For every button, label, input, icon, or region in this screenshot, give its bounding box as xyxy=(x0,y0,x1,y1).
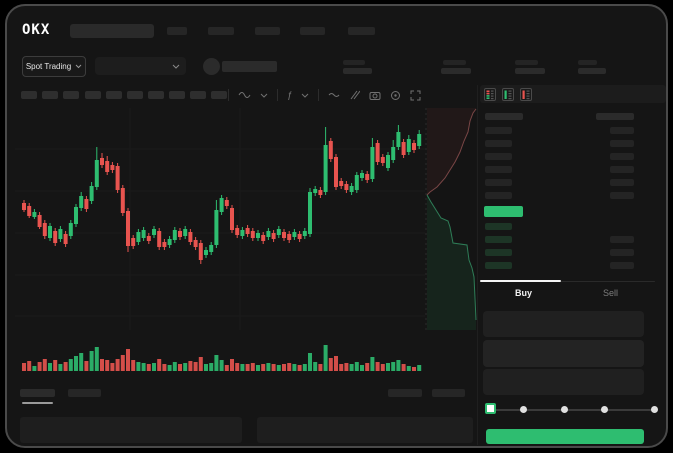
slider-step-dot[interactable] xyxy=(520,406,527,413)
orderbook-asks-view-icon[interactable] xyxy=(520,88,532,101)
market-type-label: Spot Trading xyxy=(25,62,72,71)
nav-item-placeholder[interactable] xyxy=(208,27,234,35)
ask-price-placeholder xyxy=(485,179,512,186)
ticker-stat-label-placeholder xyxy=(578,60,597,65)
ticker-stat-value-placeholder xyxy=(578,68,606,74)
bid-price-placeholder xyxy=(485,249,512,256)
active-tab-underline xyxy=(22,402,53,404)
nav-item-placeholder[interactable] xyxy=(167,27,187,35)
ask-price-placeholder xyxy=(485,192,512,199)
bid-size-placeholder xyxy=(610,236,634,243)
timeframe-button-placeholder[interactable] xyxy=(127,91,143,99)
app-canvas: OKX Spot Trading ƒ xyxy=(5,4,668,448)
ask-size-placeholder xyxy=(610,153,634,160)
panel-divider xyxy=(477,85,478,445)
order-submit-button[interactable] xyxy=(486,429,644,444)
slider-step-dot[interactable] xyxy=(561,406,568,413)
ticker-stat-value-placeholder xyxy=(343,68,372,74)
candlestick-chart[interactable] xyxy=(5,4,668,448)
ticker-stat-label-placeholder xyxy=(343,60,365,65)
orderbook-bids-view-icon[interactable] xyxy=(502,88,514,101)
timeframe-button-placeholder[interactable] xyxy=(42,91,58,99)
draw-tools-icon[interactable] xyxy=(349,90,361,100)
app-window: OKX Spot Trading ƒ xyxy=(5,4,668,448)
open-orders-panel-placeholder xyxy=(20,417,242,443)
nav-item-placeholder[interactable] xyxy=(348,27,375,35)
nav-item-placeholder[interactable] xyxy=(300,27,325,35)
chevron-down-icon xyxy=(75,64,82,69)
tab-buy-label: Buy xyxy=(514,288,532,298)
ticker-stat-label-placeholder xyxy=(515,60,538,65)
timeframe-button-placeholder[interactable] xyxy=(190,91,206,99)
slider-step-dot[interactable] xyxy=(601,406,608,413)
ask-size-placeholder xyxy=(610,140,634,147)
header-balance-placeholder xyxy=(222,61,277,72)
order-amount-input-placeholder[interactable] xyxy=(483,340,644,367)
ask-price-placeholder xyxy=(485,140,512,147)
ask-price-placeholder xyxy=(485,127,512,134)
bid-size-placeholder xyxy=(610,249,634,256)
chart-type-icon[interactable] xyxy=(238,90,251,100)
ticker-stat-value-placeholder xyxy=(441,68,471,74)
pair-selector-dropdown[interactable] xyxy=(95,57,186,75)
tab-sell-label: Sell xyxy=(602,288,618,298)
order-price-input-placeholder[interactable] xyxy=(483,311,644,337)
open-orders-panel-placeholder xyxy=(257,417,473,443)
nav-market-placeholder[interactable] xyxy=(70,24,154,38)
bid-price-placeholder xyxy=(485,262,512,269)
timeframe-button-placeholder[interactable] xyxy=(211,91,227,99)
orders-tab-placeholder[interactable] xyxy=(68,389,101,397)
slider-handle[interactable] xyxy=(485,403,496,414)
user-avatar-placeholder[interactable] xyxy=(203,58,220,75)
orderbook-view-modes xyxy=(484,88,532,101)
timeframe-button-placeholder[interactable] xyxy=(63,91,79,99)
nav-item-placeholder[interactable] xyxy=(255,27,280,35)
fullscreen-icon[interactable] xyxy=(410,90,421,101)
slider-step-dot[interactable] xyxy=(651,406,658,413)
orders-action-placeholder[interactable] xyxy=(432,389,465,397)
tab-divider xyxy=(480,281,655,282)
orderbook-header-placeholder xyxy=(485,113,523,120)
tab-sell[interactable]: Sell xyxy=(567,282,654,304)
chart-toolbar: ƒ xyxy=(228,88,421,102)
active-tab-indicator xyxy=(480,280,561,282)
ticker-stat-value-placeholder xyxy=(515,68,545,74)
last-price-bar[interactable] xyxy=(484,206,523,217)
ask-size-placeholder xyxy=(610,179,634,186)
chevron-down-icon[interactable] xyxy=(260,93,268,98)
ask-price-placeholder xyxy=(485,166,512,173)
orderbook-both-view-icon[interactable] xyxy=(484,88,496,101)
alerts-icon[interactable] xyxy=(390,90,401,101)
ask-size-placeholder xyxy=(610,192,634,199)
okx-logo[interactable]: OKX xyxy=(22,22,51,38)
bid-price-placeholder xyxy=(485,236,512,243)
indicator-icon[interactable]: ƒ xyxy=(287,90,293,100)
orders-action-placeholder[interactable] xyxy=(388,389,422,397)
timeframe-button-placeholder[interactable] xyxy=(106,91,122,99)
timeframe-button-placeholder[interactable] xyxy=(21,91,37,99)
ask-size-placeholder xyxy=(610,166,634,173)
chevron-down-icon[interactable] xyxy=(301,93,309,98)
tab-buy[interactable]: Buy xyxy=(480,282,567,304)
ask-price-placeholder xyxy=(485,153,512,160)
ticker-stat-label-placeholder xyxy=(443,60,466,65)
overlay-icon[interactable] xyxy=(328,91,340,99)
timeframe-button-placeholder[interactable] xyxy=(169,91,185,99)
orderbook-header-placeholder xyxy=(596,113,634,120)
toolbar-separator xyxy=(228,89,229,101)
ask-size-placeholder xyxy=(610,127,634,134)
orders-tab-placeholder[interactable] xyxy=(20,389,55,397)
slider-track[interactable] xyxy=(490,409,656,411)
timeframe-button-placeholder[interactable] xyxy=(85,91,101,99)
bid-size-placeholder xyxy=(610,262,634,269)
bid-price-placeholder xyxy=(485,223,512,230)
camera-icon[interactable] xyxy=(369,90,381,100)
toolbar-separator xyxy=(277,89,278,101)
toolbar-separator xyxy=(318,89,320,101)
order-total-input-placeholder[interactable] xyxy=(483,369,644,395)
timeframe-button-placeholder[interactable] xyxy=(148,91,164,99)
chevron-down-icon xyxy=(172,64,180,69)
market-type-dropdown[interactable]: Spot Trading xyxy=(22,56,86,77)
